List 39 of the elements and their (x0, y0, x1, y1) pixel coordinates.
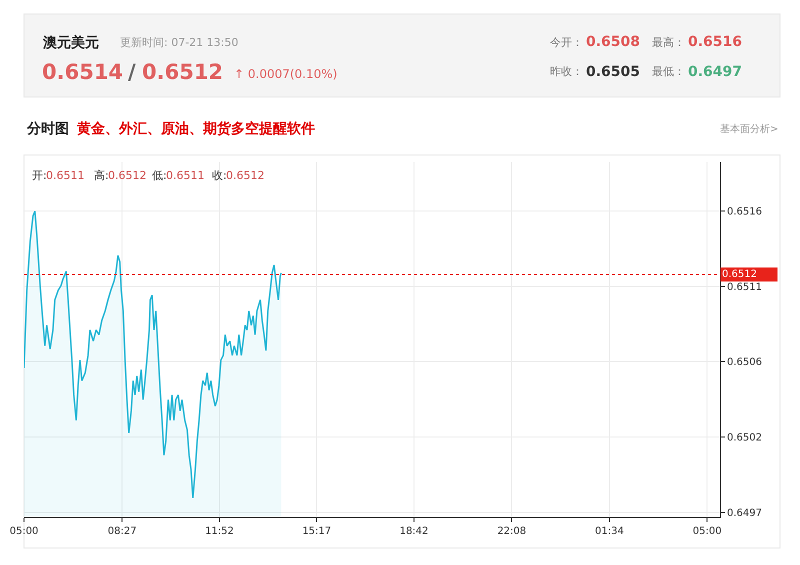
text: 昨收： (550, 65, 583, 78)
x-tick-label: 08:27 (108, 526, 137, 537)
annotation: 低: (152, 169, 167, 182)
text: 基本面分析> (720, 123, 778, 135)
y-tick-label: 0.6497 (727, 508, 762, 519)
text: 0.6497 (688, 64, 742, 80)
text: 黄金、外汇、原油、期货多空提醒软件 (76, 120, 315, 137)
text: 最高： (652, 36, 685, 49)
text: 0.6516 (688, 34, 742, 50)
y-tick-label: 0.6502 (727, 432, 762, 444)
annotation: 高: (94, 169, 109, 182)
chart-title: 澳元美元 (42, 34, 99, 51)
x-tick-label: 11:52 (205, 526, 234, 537)
y-tick-label: 0.6511 (727, 282, 762, 293)
text: 今开： (550, 36, 583, 49)
text: 0.6508 (586, 34, 640, 50)
annotation: 0.6511 (166, 169, 204, 182)
x-tick-label: 15:17 (302, 526, 332, 537)
annotation: 收: (212, 169, 227, 182)
text: 最低： (652, 65, 685, 78)
y-tick-label: 0.6506 (727, 357, 762, 368)
annotation: 0.6511 (46, 169, 84, 182)
x-tick-label: 05:00 (692, 526, 722, 537)
ref-line-label: 0.6512 (722, 269, 757, 280)
text: ↑ 0.0007(0.10%) (234, 67, 338, 81)
text: 0.6505 (586, 64, 640, 80)
x-tick-label: 01:34 (595, 526, 624, 537)
x-tick-label: 22:08 (497, 526, 526, 537)
annotation: 开: (32, 169, 47, 182)
y-tick-label: 0.6516 (727, 206, 762, 218)
x-tick-label: 05:00 (10, 526, 38, 537)
text: / (128, 60, 136, 84)
annotation: 0.6512 (108, 169, 146, 182)
text: 0.6512 (142, 60, 224, 84)
text: 0.6514 (42, 60, 124, 84)
annotation: 0.6512 (226, 169, 264, 182)
text: 更新时间: 07-21 13:50 (120, 36, 238, 49)
x-tick-label: 18:42 (400, 526, 428, 537)
text: 分时图 (26, 121, 69, 137)
